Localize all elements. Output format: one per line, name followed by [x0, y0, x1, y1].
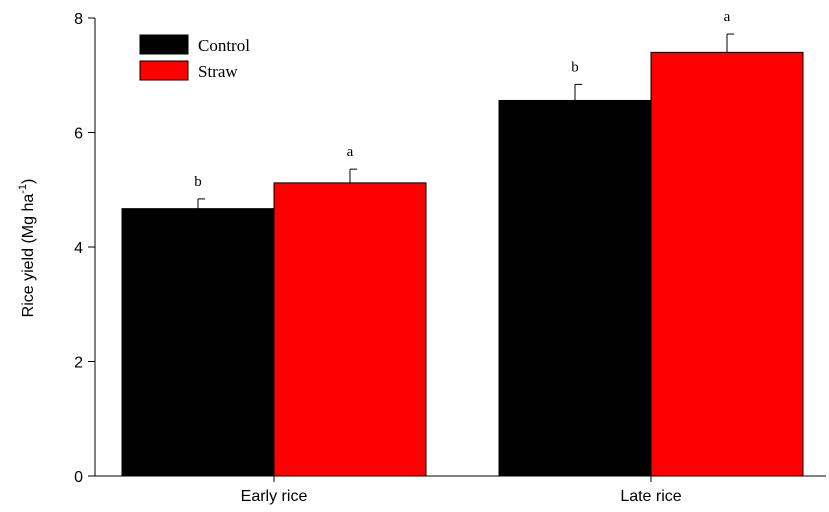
legend-swatch-control [139, 34, 189, 55]
bar-straw-early-rice [273, 182, 427, 477]
significance-label-control-early-rice: b [194, 174, 202, 190]
bar-straw-late-rice [650, 51, 804, 477]
y-tick-label: 6 [74, 126, 83, 143]
y-axis-label-superscript: -1 [17, 184, 29, 194]
error-bars-layer [197, 33, 734, 209]
legend-swatch-straw [139, 60, 189, 81]
y-axis-label: Rice yield (Mg ha-1) [17, 179, 37, 318]
x-ticks-layer: Early rice Late rice [241, 476, 682, 505]
x-tick-label-late-rice: Late rice [620, 488, 681, 505]
y-tick-label: 4 [74, 240, 83, 257]
bars-layer [121, 51, 804, 477]
y-tick-label: 0 [74, 469, 83, 486]
x-tick-label-early-rice: Early rice [241, 488, 308, 505]
legend: Control Straw [139, 34, 250, 81]
legend-label-straw: Straw [198, 62, 238, 81]
svg-text:Rice yield (Mg ha-1): Rice yield (Mg ha-1) [17, 179, 37, 318]
bar-control-early-rice [121, 208, 275, 477]
significance-label-control-late-rice: b [571, 59, 579, 75]
bar-control-late-rice [498, 99, 652, 477]
y-axis-label-closing: ) [20, 179, 37, 184]
y-axis-label-text: Rice yield (Mg ha [20, 194, 37, 318]
significance-label-straw-early-rice: a [347, 144, 354, 160]
legend-label-control: Control [198, 36, 250, 55]
y-tick-label: 8 [74, 11, 83, 28]
significance-labels-layer: b a b a [194, 9, 730, 190]
y-tick-label: 2 [74, 355, 83, 372]
significance-label-straw-late-rice: a [724, 9, 731, 25]
y-ticks-layer: 0 2 4 6 8 [74, 11, 95, 486]
